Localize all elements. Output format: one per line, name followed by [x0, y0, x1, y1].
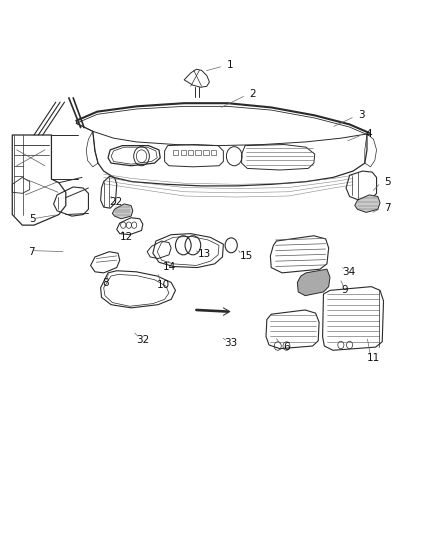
Text: 32: 32 [136, 335, 149, 345]
Text: 7: 7 [28, 247, 35, 257]
Text: 14: 14 [163, 262, 177, 271]
Text: 11: 11 [367, 353, 380, 362]
Text: 8: 8 [102, 278, 109, 288]
Text: 10: 10 [157, 280, 170, 290]
Text: 4: 4 [365, 129, 372, 139]
Polygon shape [113, 204, 133, 219]
Text: 2: 2 [250, 89, 256, 99]
Text: 9: 9 [342, 285, 348, 295]
Text: 22: 22 [109, 197, 122, 207]
Text: 33: 33 [224, 338, 237, 349]
Text: 7: 7 [385, 203, 391, 213]
Text: 3: 3 [358, 110, 365, 120]
Polygon shape [355, 195, 380, 213]
Text: 5: 5 [385, 176, 391, 187]
Text: 5: 5 [30, 214, 36, 224]
Text: 6: 6 [283, 342, 290, 352]
Text: 15: 15 [240, 251, 253, 261]
Text: 12: 12 [120, 232, 133, 243]
Text: 34: 34 [342, 267, 355, 277]
Text: 1: 1 [227, 60, 233, 70]
Polygon shape [297, 269, 330, 296]
Text: 13: 13 [198, 249, 212, 260]
